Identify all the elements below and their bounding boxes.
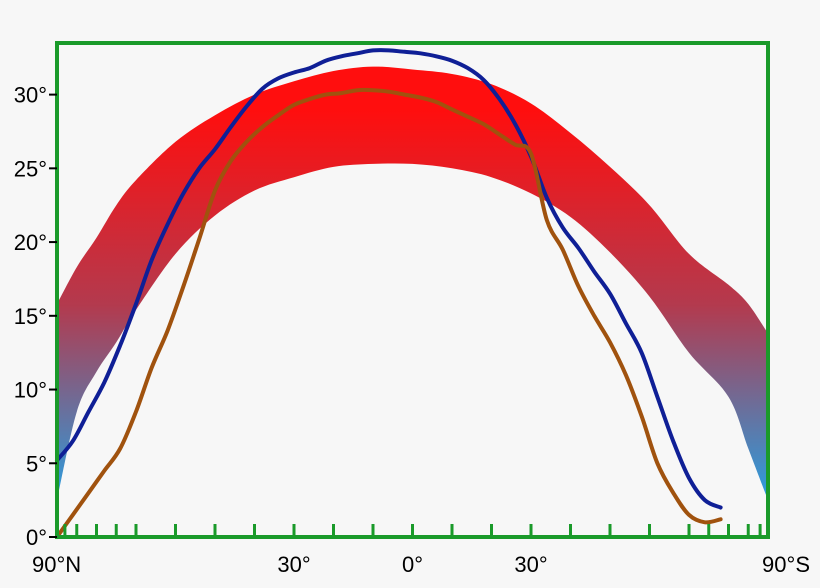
y-tick-label: 20° xyxy=(14,230,47,255)
y-tick-label: 30° xyxy=(14,83,47,108)
x-tick-label: 30° xyxy=(514,552,547,577)
x-tick-label: 90°S xyxy=(762,552,810,577)
temperature-band xyxy=(57,66,768,501)
series-line-2 xyxy=(55,87,723,539)
x-tick-label: 90°N xyxy=(32,552,81,577)
series-line-1 xyxy=(55,48,723,510)
x-tick-label: 30° xyxy=(277,552,310,577)
y-tick-label: 0° xyxy=(26,525,47,550)
y-tick-label: 15° xyxy=(14,304,47,329)
y-tick-label: 25° xyxy=(14,156,47,181)
x-tick-label: 0° xyxy=(402,552,423,577)
y-tick-label: 5° xyxy=(26,451,47,476)
y-tick-label: 10° xyxy=(14,378,47,403)
